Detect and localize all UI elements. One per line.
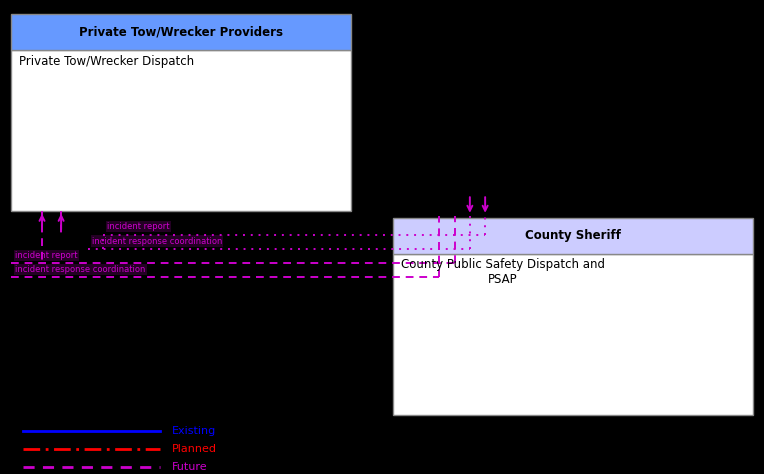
Bar xyxy=(11,14,351,50)
Text: incident report: incident report xyxy=(107,222,170,231)
Text: Existing: Existing xyxy=(172,426,216,437)
Text: incident response coordination: incident response coordination xyxy=(15,265,146,274)
Text: Private Tow/Wrecker Dispatch: Private Tow/Wrecker Dispatch xyxy=(19,55,194,67)
Text: County Public Safety Dispatch and
PSAP: County Public Safety Dispatch and PSAP xyxy=(401,258,605,286)
Text: Private Tow/Wrecker Providers: Private Tow/Wrecker Providers xyxy=(79,26,283,38)
Bar xyxy=(11,50,351,211)
Text: County Sheriff: County Sheriff xyxy=(525,229,621,242)
Text: Future: Future xyxy=(172,462,208,473)
Bar xyxy=(393,254,753,415)
Text: incident report: incident report xyxy=(15,251,78,260)
Text: incident response coordination: incident response coordination xyxy=(92,237,222,246)
Text: Planned: Planned xyxy=(172,444,217,455)
Bar xyxy=(393,218,753,254)
